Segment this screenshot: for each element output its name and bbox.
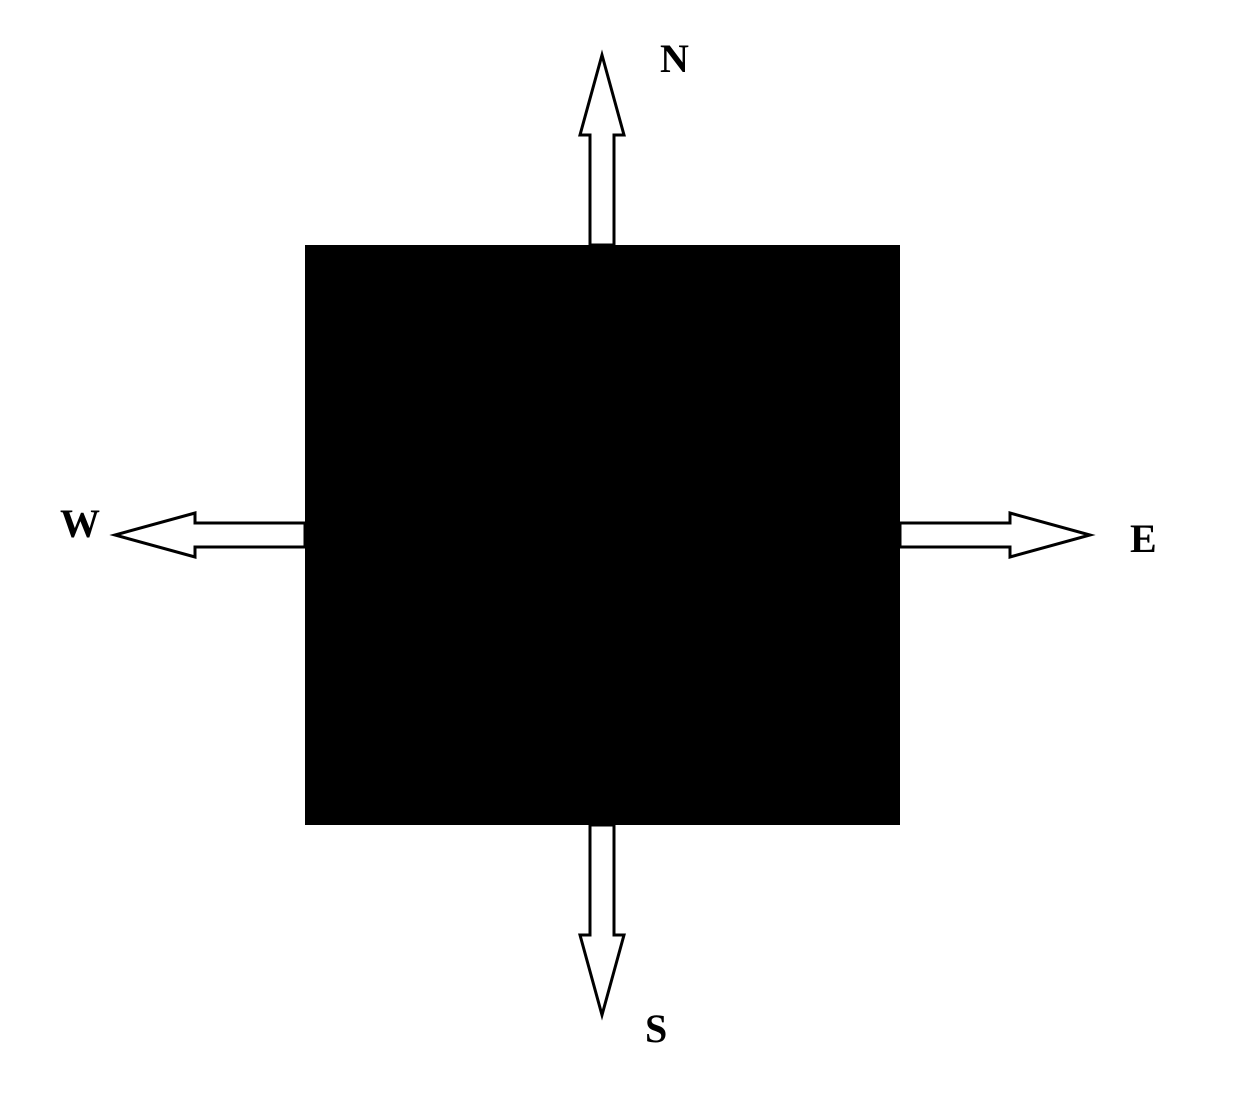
arrow-north <box>580 55 624 245</box>
arrow-west-path <box>115 513 305 557</box>
label-west: W <box>60 500 100 547</box>
arrow-west <box>115 513 305 557</box>
center-square <box>305 245 900 825</box>
arrow-east <box>900 513 1090 557</box>
arrow-east-path <box>900 513 1090 557</box>
label-north: N <box>660 35 689 82</box>
arrow-south-path <box>580 825 624 1015</box>
diagram-canvas: N S E W <box>0 0 1240 1093</box>
arrow-north-path <box>580 55 624 245</box>
arrow-south <box>580 825 624 1015</box>
label-east: E <box>1130 515 1157 562</box>
label-south: S <box>645 1005 667 1052</box>
